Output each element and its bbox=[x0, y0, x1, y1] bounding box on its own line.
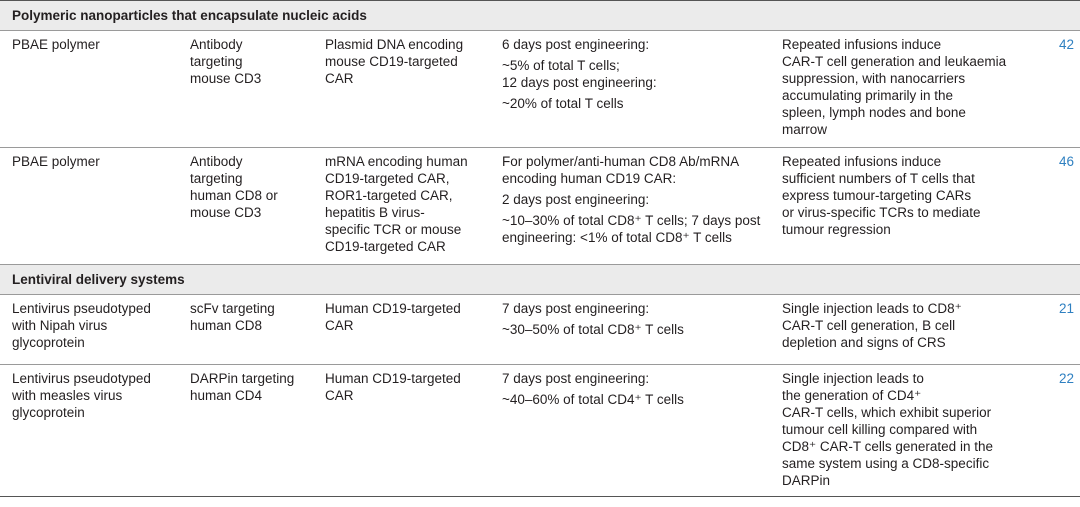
reference-link[interactable]: 46 bbox=[1058, 154, 1074, 169]
vector-cell: Lentivirus pseudotyped with Nipah virus … bbox=[12, 301, 151, 350]
cargo-cell: Plasmid DNA encoding mouse CD19-targeted… bbox=[325, 37, 464, 86]
reference-link[interactable]: 22 bbox=[1058, 371, 1074, 386]
outcome-cell: Repeated infusions induce sufficient num… bbox=[782, 154, 981, 237]
outcome-cell: Repeated infusions induce CAR-T cell gen… bbox=[782, 37, 1007, 137]
targeting-cell: Antibody targeting mouse CD3 bbox=[190, 37, 262, 86]
reference-link[interactable]: 21 bbox=[1058, 301, 1074, 316]
section-header: Polymeric nanoparticles that encapsulate… bbox=[0, 1, 1080, 31]
vector-cell: PBAE polymer bbox=[12, 154, 100, 169]
vector-cell: PBAE polymer bbox=[12, 37, 100, 52]
section-header: Lentiviral delivery systems bbox=[0, 265, 1080, 295]
table-row: Lentivirus pseudotyped with Nipah virus … bbox=[0, 295, 1080, 365]
targeting-cell: Antibody targeting human CD8 or mouse CD… bbox=[190, 154, 278, 220]
cargo-cell: mRNA encoding human CD19-targeted CAR, R… bbox=[325, 154, 468, 254]
cargo-cell: Human CD19-targeted CAR bbox=[325, 301, 461, 333]
vector-cell: Lentivirus pseudotyped with measles viru… bbox=[12, 371, 151, 420]
section-title: Lentiviral delivery systems bbox=[12, 272, 185, 287]
table-row: Lentivirus pseudotyped with measles viru… bbox=[0, 365, 1080, 497]
reference-link[interactable]: 42 bbox=[1058, 37, 1074, 52]
efficiency-cell: 7 days post engineering: ~30–50% of tota… bbox=[502, 301, 684, 337]
efficiency-cell: 6 days post engineering: ~5% of total T … bbox=[502, 37, 657, 111]
cargo-cell: Human CD19-targeted CAR bbox=[325, 371, 461, 403]
efficiency-cell: 7 days post engineering: ~40–60% of tota… bbox=[502, 371, 684, 407]
outcome-cell: Single injection leads to the generation… bbox=[782, 371, 993, 488]
table-row: PBAE polymer Antibody targeting human CD… bbox=[0, 148, 1080, 265]
targeting-cell: DARPin targeting human CD4 bbox=[190, 371, 295, 403]
table-row: PBAE polymer Antibody targeting mouse CD… bbox=[0, 31, 1080, 148]
efficiency-cell: For polymer/anti-human CD8 Ab/mRNA encod… bbox=[502, 154, 761, 245]
section-title: Polymeric nanoparticles that encapsulate… bbox=[12, 8, 367, 23]
targeting-cell: scFv targeting human CD8 bbox=[190, 301, 275, 333]
outcome-cell: Single injection leads to CD8⁺ CAR-T cel… bbox=[782, 301, 962, 350]
